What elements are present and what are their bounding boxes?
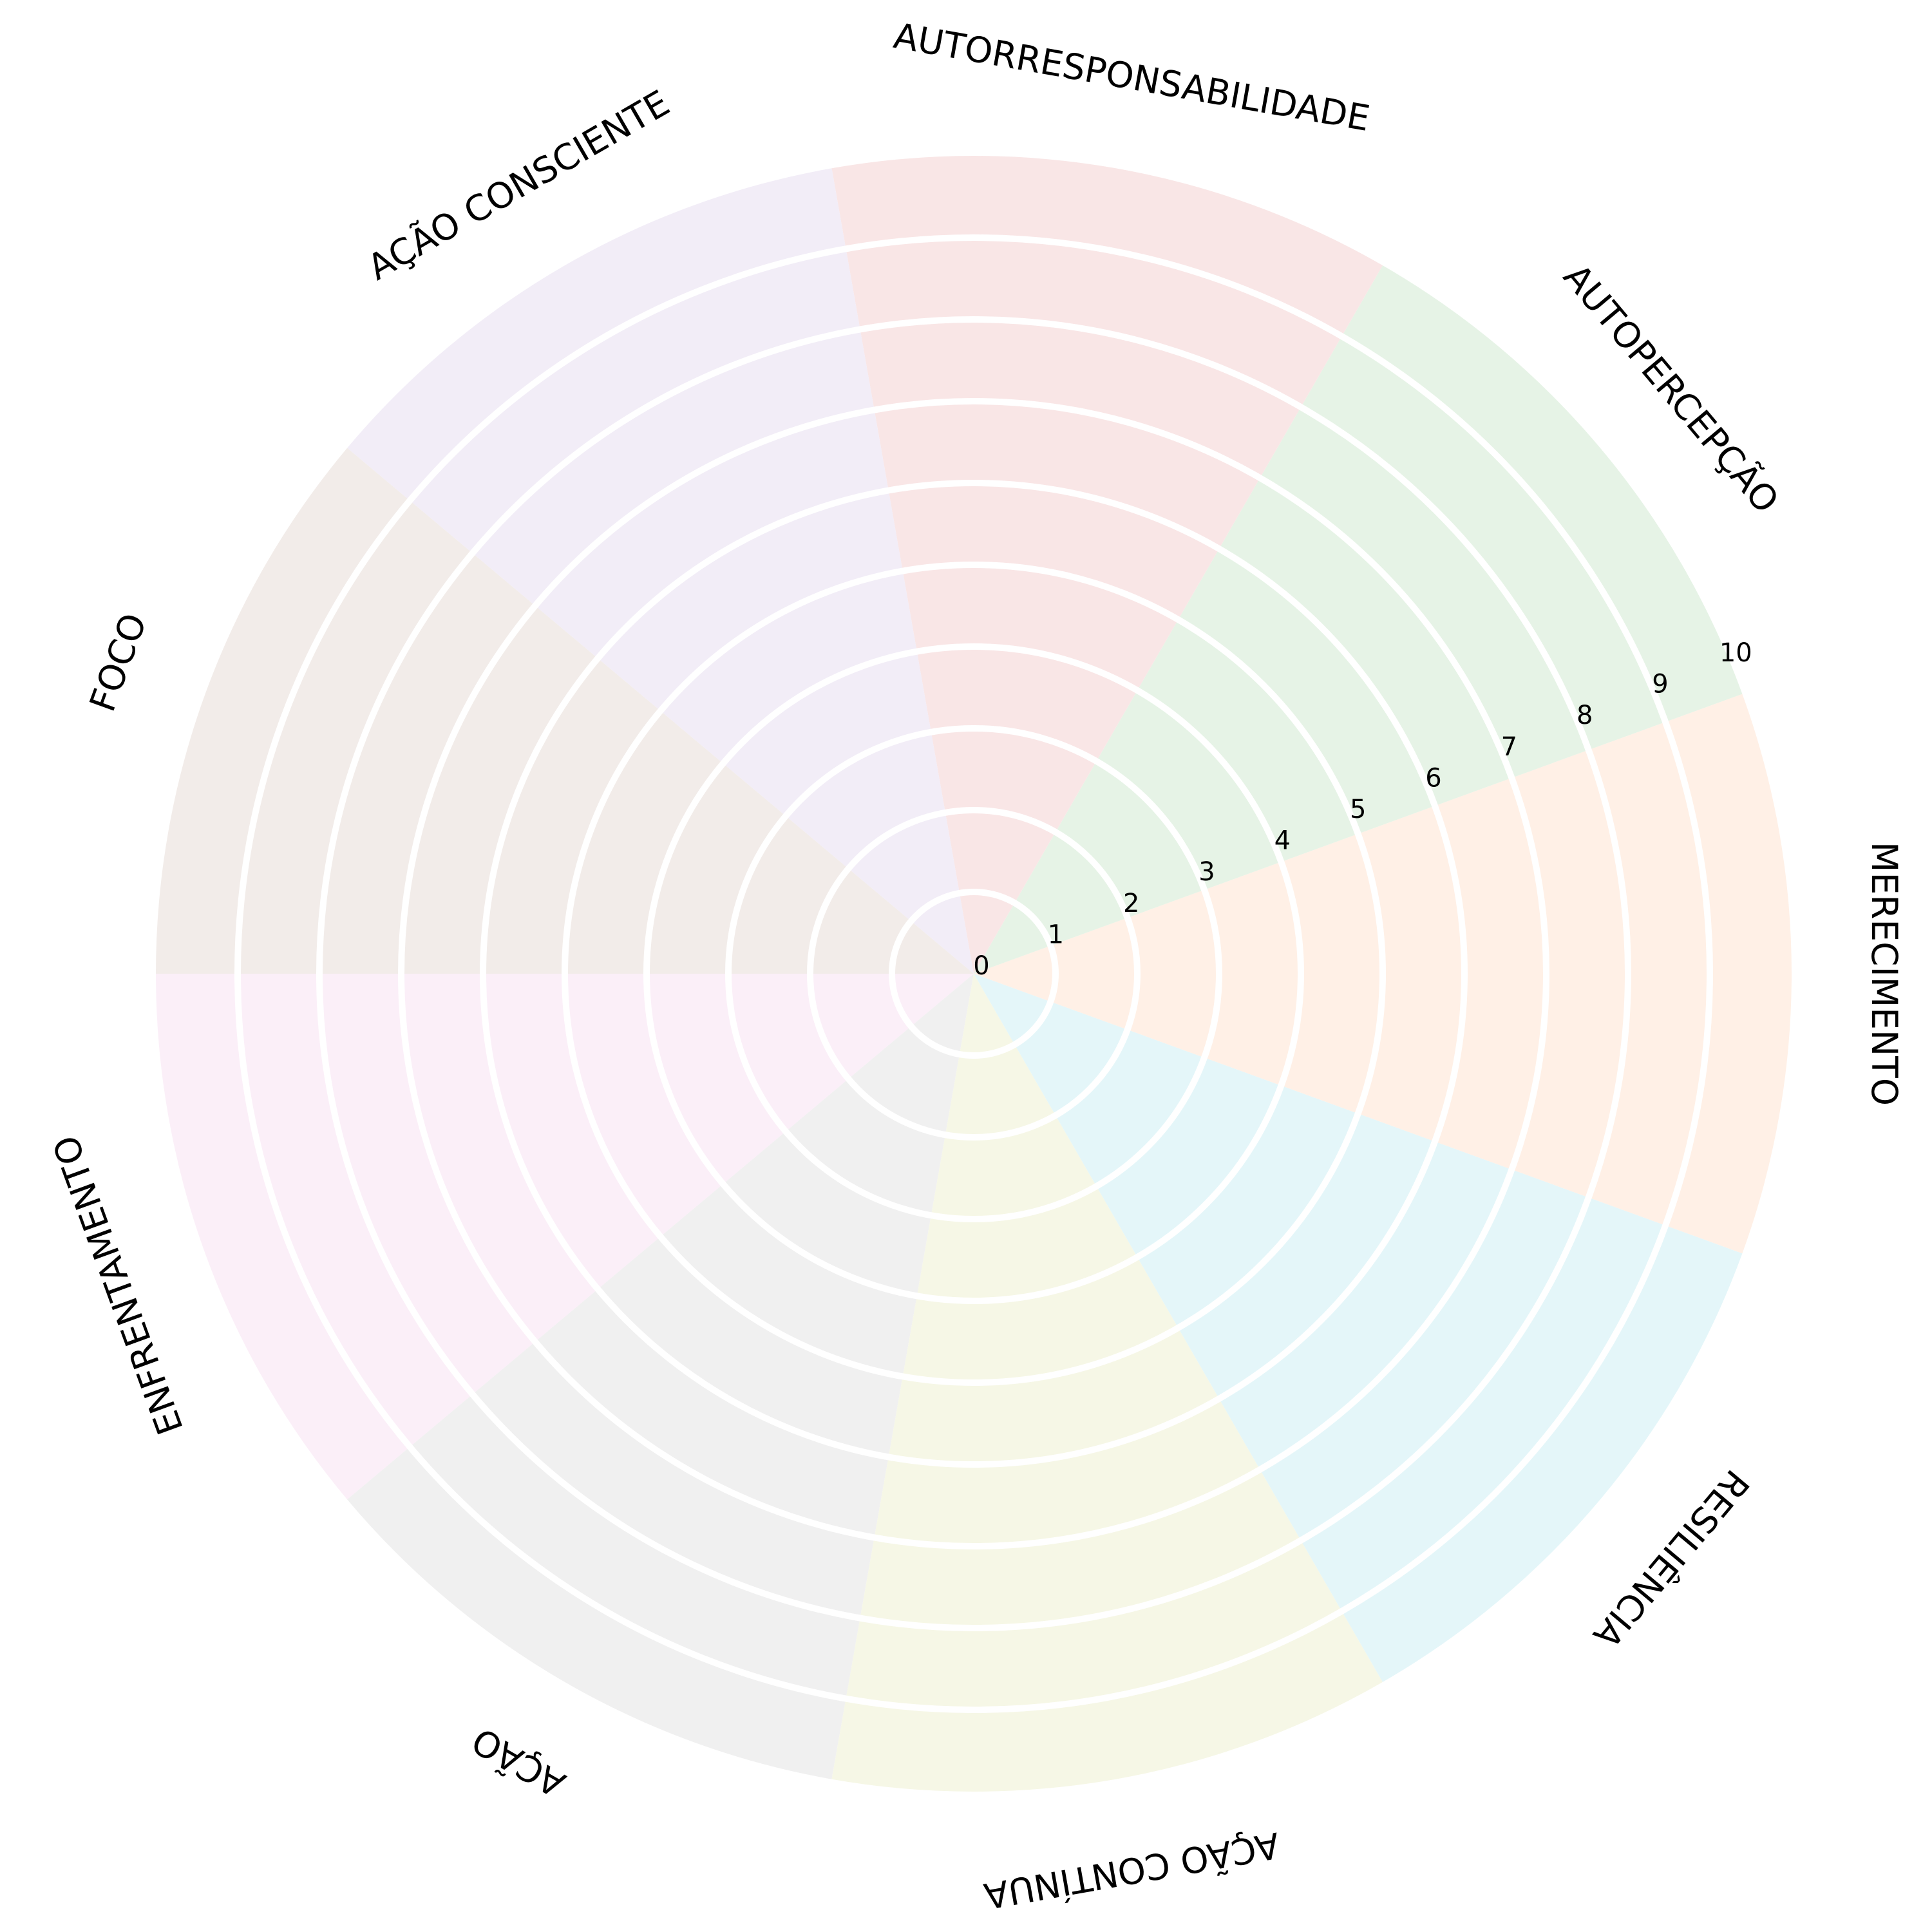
grid-ring-1 bbox=[889, 889, 1059, 1059]
r-tick-label-1: 1 bbox=[1048, 920, 1064, 949]
grid-ring-4 bbox=[643, 643, 1304, 1304]
category-label-acao-continua: AÇÃO CONTÍNUA bbox=[981, 1824, 1283, 1918]
category-label-resiliencia: RESILIÊNCIA bbox=[1585, 1462, 1757, 1656]
r-tick-label-10: 10 bbox=[1719, 638, 1752, 668]
sector-acao-consciente bbox=[347, 168, 974, 974]
sector-acao bbox=[347, 974, 974, 1779]
grid-ring-8 bbox=[316, 316, 1631, 1631]
r-tick-label-9: 9 bbox=[1652, 670, 1668, 699]
r-tick-label-6: 6 bbox=[1425, 763, 1441, 793]
category-label-enfrentamento: ENFRENTAMENTO bbox=[45, 1130, 191, 1440]
grid-ring-5 bbox=[562, 562, 1386, 1386]
r-tick-label-8: 8 bbox=[1577, 701, 1593, 730]
r-tick-label-2: 2 bbox=[1123, 889, 1139, 918]
sector-group bbox=[156, 155, 1792, 1792]
sector-resiliencia bbox=[974, 974, 1743, 1682]
radial-tick-labels: 0 1 2 3 4 5 6 7 8 9 10 bbox=[973, 638, 1752, 981]
r-tick-label-3: 3 bbox=[1198, 857, 1215, 887]
grid-ring-2 bbox=[807, 807, 1141, 1141]
grid-ring-6 bbox=[480, 480, 1468, 1468]
r-tick-label-5: 5 bbox=[1350, 795, 1366, 824]
category-label-merecimento: MERECIMENTO bbox=[1864, 842, 1905, 1106]
category-label-foco: FOCO bbox=[82, 608, 155, 717]
sector-acao-continua bbox=[831, 974, 1383, 1792]
r-tick-label-7: 7 bbox=[1501, 732, 1517, 762]
r-tick-label-0: 0 bbox=[973, 951, 989, 981]
grid-ring-3 bbox=[725, 725, 1222, 1222]
category-label-autorresponsabilidade: AUTORRESPONSABILIDADE bbox=[891, 15, 1373, 139]
category-label-acao: AÇÃO bbox=[465, 1719, 572, 1805]
grid-ring-7 bbox=[398, 398, 1549, 1549]
r-tick-label-4: 4 bbox=[1274, 826, 1291, 856]
sector-autopercepcao bbox=[974, 265, 1743, 974]
grid-ring-9 bbox=[234, 234, 1713, 1713]
grid-rings bbox=[234, 234, 1713, 1713]
sector-autorresponsabilidade bbox=[831, 155, 1383, 974]
